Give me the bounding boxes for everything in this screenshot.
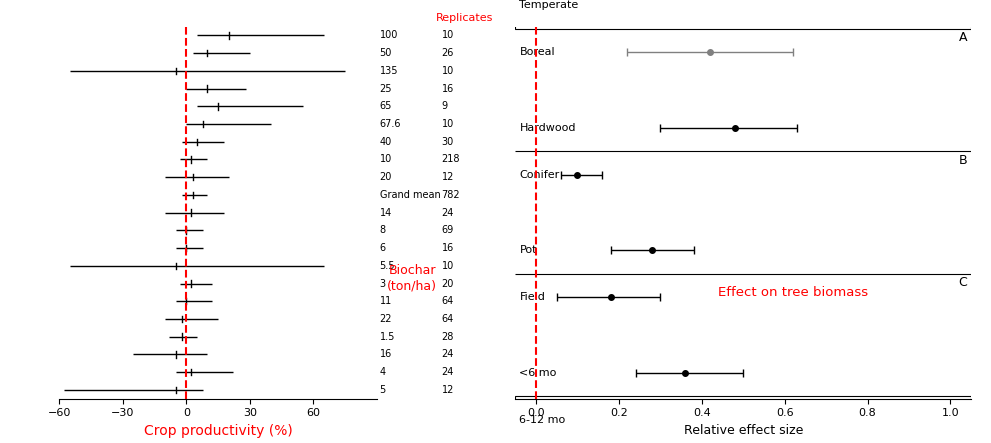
Text: 16: 16 (380, 350, 391, 359)
Text: 24: 24 (442, 367, 454, 377)
Text: 16: 16 (442, 84, 454, 93)
Text: 64: 64 (442, 296, 454, 306)
Text: 10: 10 (442, 31, 454, 40)
Text: 24: 24 (442, 350, 454, 359)
Text: 3: 3 (380, 279, 385, 288)
Text: 24: 24 (442, 208, 454, 218)
Text: 9: 9 (442, 101, 448, 111)
Text: 11: 11 (380, 296, 391, 306)
Text: 30: 30 (442, 137, 454, 147)
Text: 782: 782 (442, 190, 460, 200)
Text: 4: 4 (380, 367, 385, 377)
Text: Effect on tree biomass: Effect on tree biomass (717, 286, 868, 299)
Text: Grand mean: Grand mean (380, 190, 440, 200)
Text: 8: 8 (380, 225, 385, 235)
Text: 5.5: 5.5 (380, 261, 395, 271)
Text: 6-12 mo: 6-12 mo (519, 415, 566, 425)
Text: 5: 5 (380, 385, 385, 395)
Text: 69: 69 (442, 225, 454, 235)
Text: 40: 40 (380, 137, 391, 147)
Text: Conifer: Conifer (519, 170, 560, 180)
Text: 135: 135 (380, 66, 398, 76)
Text: 12: 12 (442, 385, 454, 395)
X-axis label: Crop productivity (%): Crop productivity (%) (144, 424, 292, 438)
X-axis label: Relative effect size: Relative effect size (684, 424, 803, 437)
Text: 14: 14 (380, 208, 391, 218)
Text: 65: 65 (380, 101, 391, 111)
Text: Temperate: Temperate (519, 0, 579, 10)
Text: 100: 100 (380, 31, 398, 40)
Text: B: B (958, 154, 967, 167)
Text: 6: 6 (380, 243, 385, 253)
Text: 10: 10 (442, 119, 454, 129)
Text: 1.5: 1.5 (380, 332, 395, 342)
Text: Boreal: Boreal (519, 47, 555, 58)
Text: 10: 10 (442, 261, 454, 271)
Text: 218: 218 (442, 155, 460, 164)
Text: 20: 20 (442, 279, 454, 288)
Bar (515, 0, 971, 29)
Text: 10: 10 (380, 155, 391, 164)
Text: 10: 10 (442, 66, 454, 76)
Text: Replicates: Replicates (436, 13, 494, 23)
Text: A: A (958, 31, 967, 44)
Text: 28: 28 (442, 332, 454, 342)
Text: 20: 20 (380, 172, 391, 182)
Text: 12: 12 (442, 172, 454, 182)
Text: Field: Field (519, 292, 545, 303)
Text: 22: 22 (380, 314, 392, 324)
Text: <6 mo: <6 mo (519, 368, 557, 378)
Text: Hardwood: Hardwood (519, 123, 576, 133)
Text: 16: 16 (442, 243, 454, 253)
Bar (515, 396, 971, 443)
Text: Pot: Pot (519, 245, 537, 255)
Text: 50: 50 (380, 48, 391, 58)
Text: 67.6: 67.6 (380, 119, 401, 129)
Text: 64: 64 (442, 314, 454, 324)
Text: 26: 26 (442, 48, 454, 58)
Text: Biochar
(ton/ha): Biochar (ton/ha) (387, 264, 437, 292)
Text: 25: 25 (380, 84, 392, 93)
Text: C: C (958, 276, 967, 289)
